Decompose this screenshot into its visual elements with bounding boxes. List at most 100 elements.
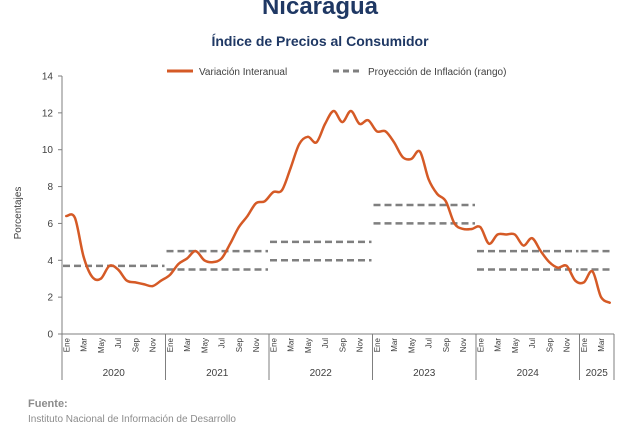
data-point bbox=[263, 200, 266, 203]
data-point bbox=[427, 178, 430, 181]
y-tick-label: 8 bbox=[47, 182, 53, 193]
legend-label-projection: Proyección de Inflación (rango) bbox=[368, 67, 506, 78]
data-point bbox=[531, 237, 534, 240]
year-label: 2022 bbox=[310, 368, 333, 379]
x-tick-label: Jul bbox=[528, 338, 537, 348]
y-tick-label: 12 bbox=[42, 108, 54, 119]
data-point bbox=[324, 122, 327, 125]
projection-lines bbox=[63, 203, 613, 271]
data-point bbox=[194, 250, 197, 253]
x-tick-label: Nov bbox=[563, 338, 572, 352]
data-point bbox=[229, 242, 232, 245]
y-tick-label: 10 bbox=[42, 145, 54, 156]
data-point bbox=[341, 121, 344, 124]
data-point bbox=[582, 281, 585, 284]
x-tick-label: Nov bbox=[459, 338, 468, 352]
data-point bbox=[298, 143, 301, 146]
data-point bbox=[479, 226, 482, 229]
x-tick-label: May bbox=[407, 338, 416, 353]
data-point bbox=[522, 244, 525, 247]
x-tick-label: Ene bbox=[269, 337, 278, 352]
data-point bbox=[591, 270, 594, 273]
data-point bbox=[513, 233, 516, 236]
data-point bbox=[505, 233, 508, 236]
data-point bbox=[151, 285, 154, 288]
data-point bbox=[186, 257, 189, 260]
x-tick-label: May bbox=[200, 338, 209, 353]
legend-label-series: Variación Interanual bbox=[199, 67, 287, 78]
data-point bbox=[393, 141, 396, 144]
data-point bbox=[237, 226, 240, 229]
data-point bbox=[453, 222, 456, 225]
data-point bbox=[211, 261, 214, 264]
data-point bbox=[99, 277, 102, 280]
chart-title: Nicaragua bbox=[261, 0, 379, 20]
series-group bbox=[65, 109, 611, 304]
x-tick-label: Mar bbox=[494, 338, 503, 352]
data-point bbox=[160, 279, 163, 282]
data-point bbox=[358, 122, 361, 125]
year-label: 2024 bbox=[517, 368, 540, 379]
x-tick-label: Jul bbox=[114, 338, 123, 348]
series-line bbox=[65, 109, 611, 304]
data-point bbox=[410, 157, 413, 160]
x-tick-label: Ene bbox=[166, 337, 175, 352]
y-tick-label: 4 bbox=[47, 256, 53, 267]
data-point bbox=[600, 296, 603, 299]
data-point bbox=[306, 135, 309, 138]
data-point bbox=[332, 110, 335, 113]
data-point bbox=[168, 274, 171, 277]
y-tick-label: 0 bbox=[47, 330, 53, 341]
x-tick-label: Ene bbox=[62, 337, 71, 352]
x-tick-label: Nov bbox=[149, 338, 158, 352]
chart-subtitle: Índice de Precios al Consumidor bbox=[211, 33, 429, 49]
x-tick-label: Jul bbox=[218, 338, 227, 348]
data-point bbox=[315, 141, 318, 144]
x-tick-label: Sep bbox=[545, 337, 554, 352]
source-text: Instituto Nacional de Información de Des… bbox=[28, 414, 236, 425]
data-point bbox=[401, 156, 404, 159]
x-tick-label: Mar bbox=[597, 338, 606, 352]
x-tick-label: Ene bbox=[580, 337, 589, 352]
data-point bbox=[73, 216, 76, 219]
data-point bbox=[246, 215, 249, 218]
year-label: 2023 bbox=[413, 368, 436, 379]
data-point bbox=[203, 259, 206, 262]
data-point bbox=[289, 167, 292, 170]
x-tick-label: Ene bbox=[373, 337, 382, 352]
data-point bbox=[462, 227, 465, 230]
data-point bbox=[349, 110, 352, 113]
year-label: 2020 bbox=[103, 368, 126, 379]
data-point bbox=[108, 264, 111, 267]
y-tick-label: 6 bbox=[47, 219, 53, 230]
x-tick-label: Mar bbox=[390, 338, 399, 352]
x-tick-label: Sep bbox=[338, 337, 347, 352]
data-point bbox=[134, 281, 137, 284]
data-point bbox=[142, 283, 145, 286]
x-tick-label: Ene bbox=[476, 337, 485, 352]
data-point bbox=[539, 250, 542, 253]
data-point bbox=[272, 191, 275, 194]
data-point bbox=[574, 279, 577, 282]
x-tick-label: Sep bbox=[235, 337, 244, 352]
source-label: Fuente: bbox=[28, 398, 68, 410]
x-tick-label: Jul bbox=[321, 338, 330, 348]
x-tick-label: May bbox=[304, 338, 313, 353]
axes: 0 2 4 6 8 10 12 14 Ene Mar May Jul Sep Nov Ene Mar May Ju… bbox=[42, 72, 615, 380]
data-point bbox=[444, 200, 447, 203]
x-tick-label: Mar bbox=[183, 338, 192, 352]
data-point bbox=[384, 130, 387, 133]
legend: Variación Interanual Proyección de Infla… bbox=[167, 67, 506, 78]
data-point bbox=[418, 150, 421, 153]
data-point bbox=[91, 275, 94, 278]
x-tick-label: Sep bbox=[442, 337, 451, 352]
data-point bbox=[367, 119, 370, 122]
year-label: 2021 bbox=[206, 368, 229, 379]
data-point bbox=[117, 268, 120, 271]
data-point bbox=[565, 264, 568, 267]
y-axis-label: Porcentajes bbox=[13, 187, 24, 240]
data-point bbox=[280, 189, 283, 192]
x-tick-label: May bbox=[97, 338, 106, 353]
x-tick-label: Mar bbox=[80, 338, 89, 352]
